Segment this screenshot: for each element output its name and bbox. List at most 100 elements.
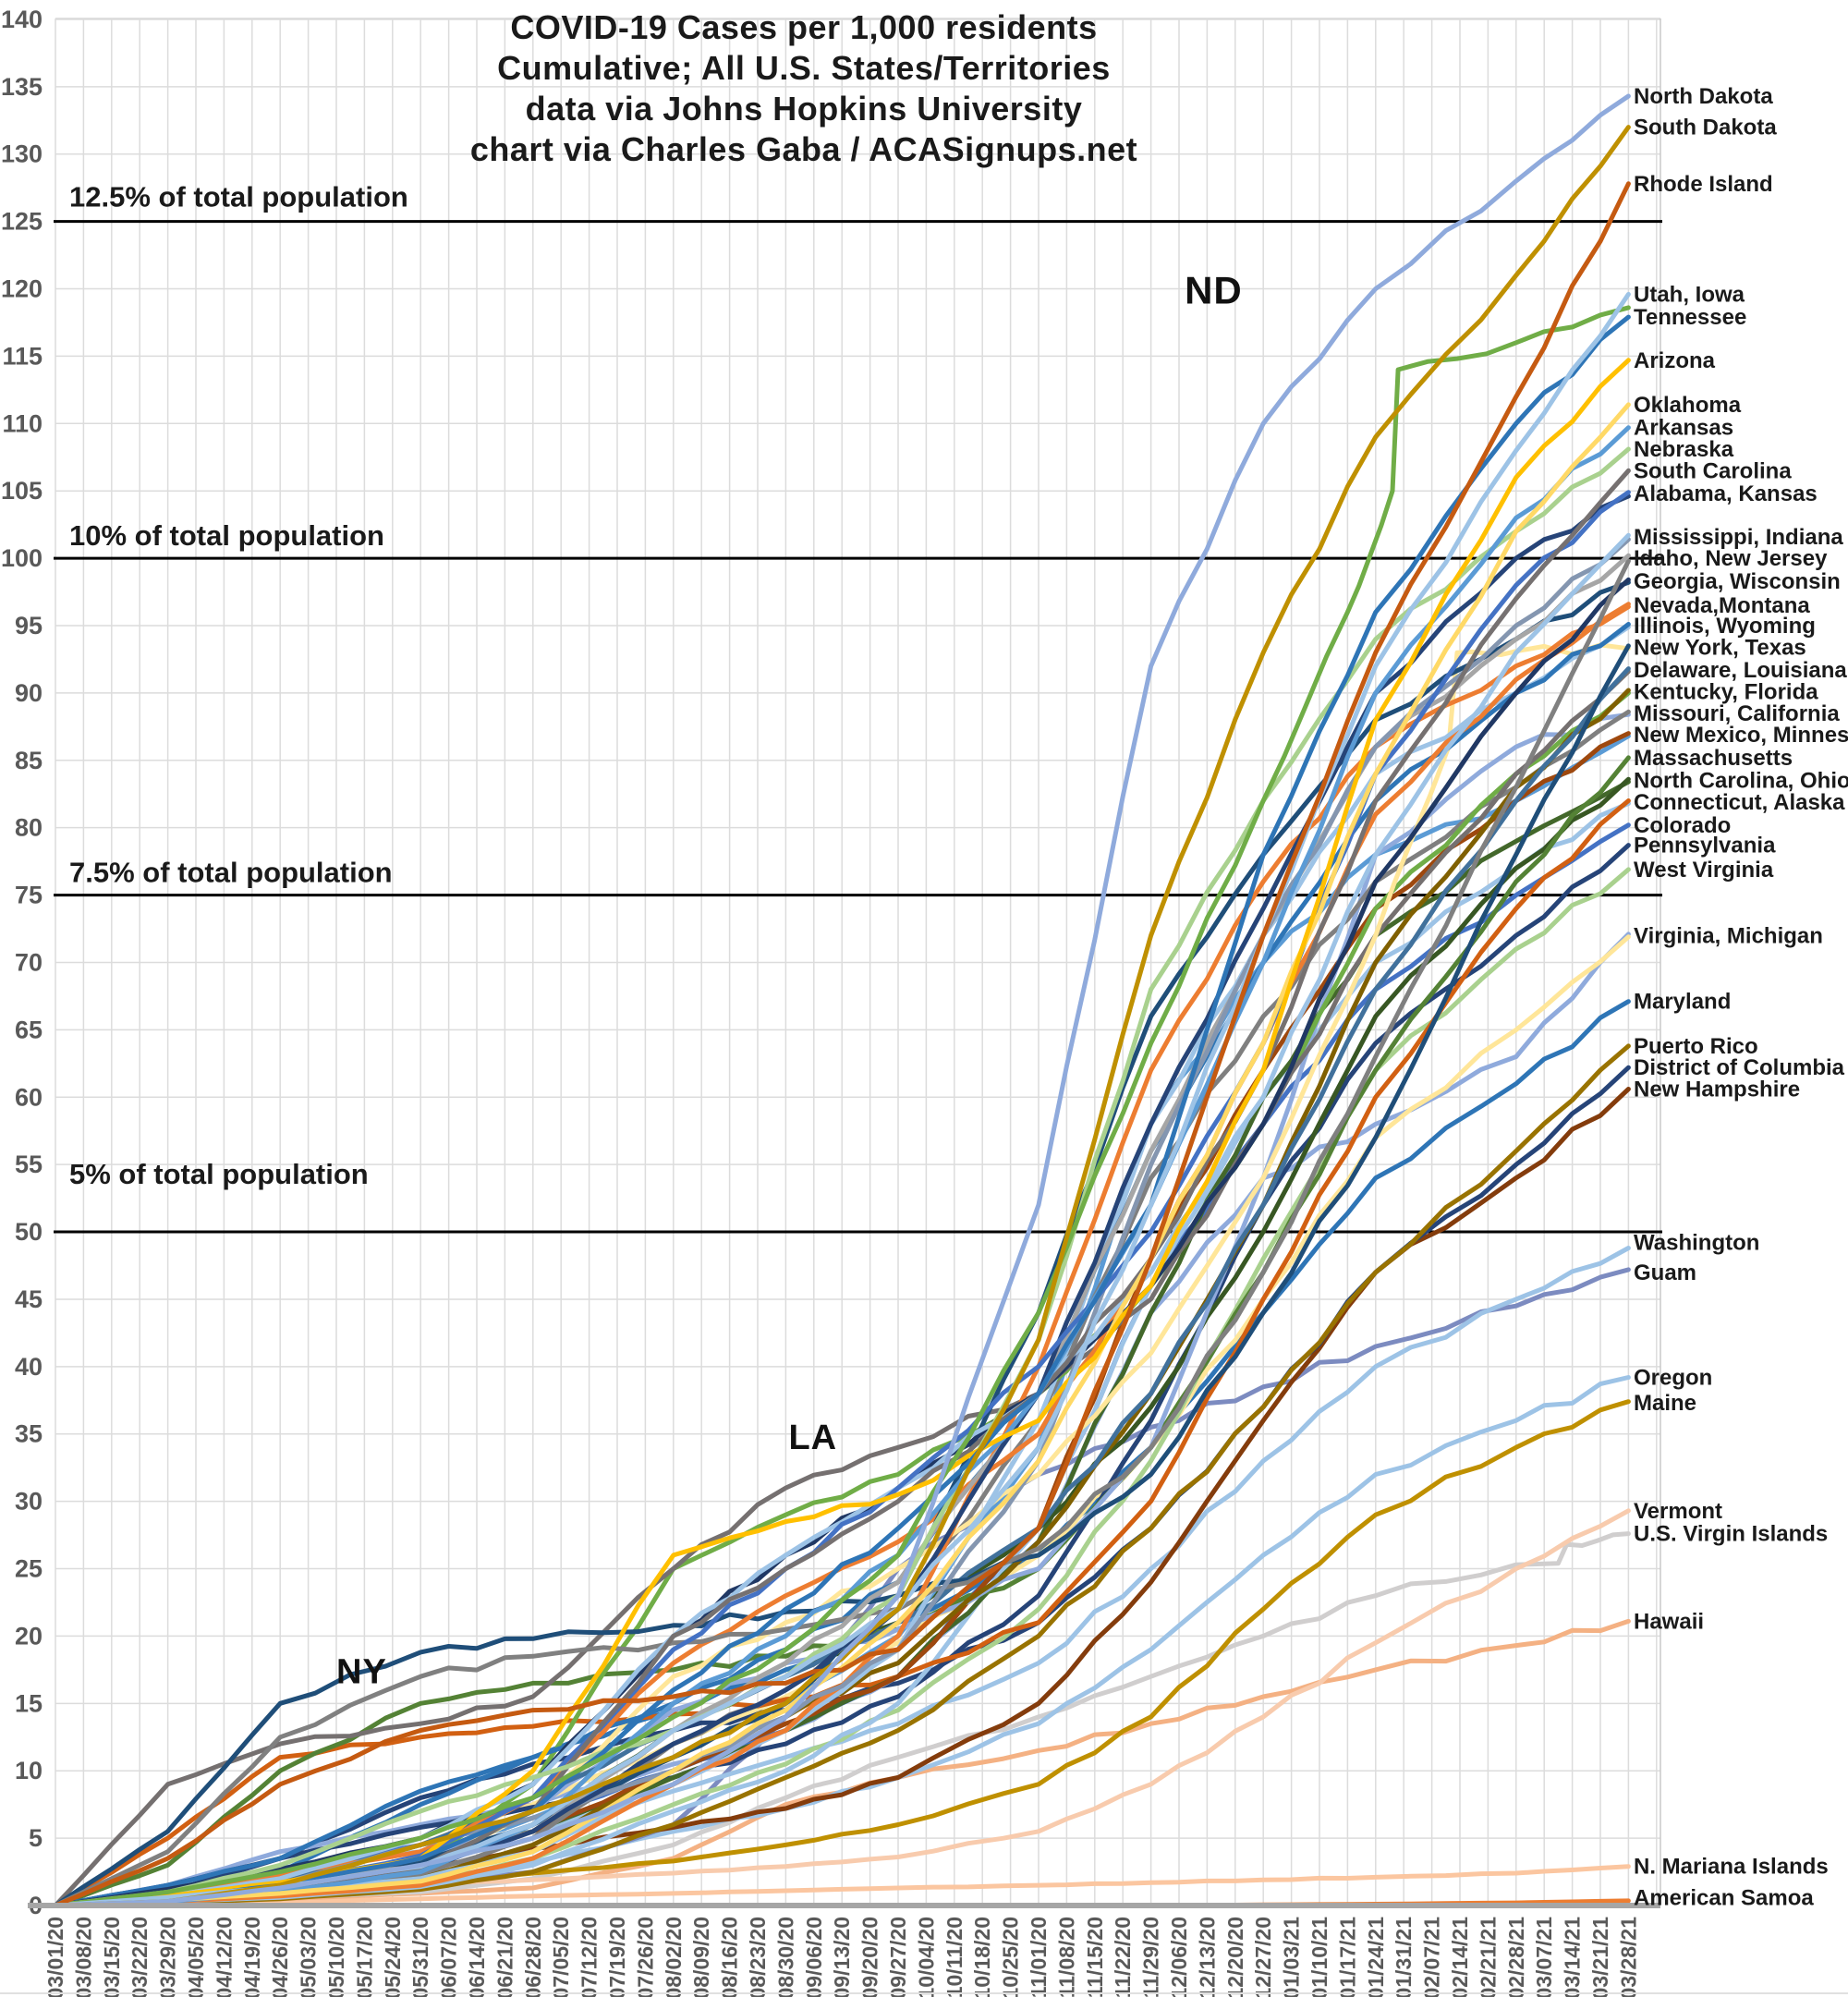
annotation-ny: NY	[336, 1652, 387, 1691]
x-tick-label-09-20-20: 09/20/20	[858, 1917, 882, 1997]
state-label-vermont: Vermont	[1634, 1499, 1722, 1524]
y-tick-label-60: 60	[15, 1083, 43, 1111]
annotation-la: LA	[788, 1419, 837, 1457]
x-tick-label-08-23-20: 08/23/20	[746, 1917, 770, 1997]
state-label-virginia-michigan: Virginia, Michigan	[1634, 923, 1823, 948]
state-label-washington: Washington	[1634, 1231, 1759, 1256]
x-tick-label-01-10-21: 01/10/21	[1307, 1917, 1331, 1997]
x-tick-label-03-21-21: 03/21/21	[1588, 1917, 1612, 1997]
y-tick-label-130: 130	[1, 140, 43, 168]
state-label-new-hampshire: New Hampshire	[1634, 1078, 1800, 1102]
state-label-massachusetts: Massachusetts	[1634, 746, 1793, 771]
series-line-rhode-island	[53, 181, 1631, 1908]
y-tick-label-55: 55	[15, 1151, 43, 1178]
x-tick-label-07-12-20: 07/12/20	[578, 1917, 602, 1997]
state-label-south-dakota: South Dakota	[1634, 116, 1777, 140]
x-tick-label-11-08-20: 11/08/20	[1054, 1917, 1078, 1997]
x-tick-label-11-29-20: 11/29/20	[1139, 1917, 1163, 1997]
state-label-oklahoma: Oklahoma	[1634, 393, 1742, 418]
state-label-hawaii: Hawaii	[1634, 1609, 1704, 1634]
state-label-delaware-louisiana: Delaware, Louisiana	[1634, 658, 1847, 683]
chart-title-line-4: chart via Charles Gaba / ACASignups.net	[469, 130, 1138, 168]
y-tick-label-40: 40	[15, 1353, 43, 1381]
state-label-north-carolina-ohio: North Carolina, Ohio	[1634, 769, 1848, 794]
y-tick-label-100: 100	[1, 544, 43, 572]
y-tick-label-90: 90	[15, 679, 43, 707]
state-label-new-mexico-minnesota: New Mexico, Minnesota	[1634, 723, 1848, 748]
y-tick-label-10: 10	[15, 1757, 43, 1784]
reference-lines: 12.5% of total population 10% of total po…	[54, 181, 1662, 1234]
state-label-connecticut-alaska: Connecticut, Alaska	[1634, 790, 1845, 815]
x-tick-label-03-28-21: 03/28/21	[1616, 1917, 1640, 1997]
state-label-west-virginia: West Virginia	[1634, 858, 1774, 883]
y-tick-label-35: 35	[15, 1420, 43, 1448]
state-label-tennessee: Tennessee	[1634, 305, 1746, 330]
x-tick-label-06-14-20: 06/14/20	[465, 1917, 489, 1997]
x-tick-label-10-18-20: 10/18/20	[970, 1917, 994, 1997]
state-label-idaho-new-jersey: Idaho, New Jersey	[1634, 546, 1828, 571]
x-tick-label-10-25-20: 10/25/20	[999, 1917, 1023, 1997]
y-tick-label-125: 125	[1, 208, 43, 236]
series-lines	[53, 93, 1631, 1908]
y-tick-label-115: 115	[2, 342, 43, 370]
y-tick-label-25: 25	[15, 1555, 43, 1583]
x-tick-label-09-13-20: 09/13/20	[830, 1917, 854, 1997]
y-tick-label-15: 15	[15, 1689, 43, 1717]
y-tick-label-75: 75	[15, 882, 43, 909]
x-tick-label-08-16-20: 08/16/20	[718, 1917, 742, 1997]
x-tick-label-11-15-20: 11/15/20	[1083, 1917, 1107, 1997]
x-tick-label-02-28-21: 02/28/21	[1504, 1917, 1528, 1997]
series-line-nebraska	[53, 446, 1631, 1908]
state-label-mississippi-indiana: Mississippi, Indiana	[1634, 525, 1843, 550]
x-tick-label-03-22-20: 03/22/20	[128, 1917, 152, 1997]
state-label-nevada-montana: Nevada,Montana	[1634, 593, 1810, 618]
x-tick-label-07-19-20: 07/19/20	[605, 1917, 629, 1997]
state-label-arizona: Arizona	[1634, 348, 1716, 373]
y-tick-label-20: 20	[15, 1622, 43, 1650]
x-tick-label-10-04-20: 10/04/20	[914, 1917, 938, 1997]
x-tick-label-10-11-20: 10/11/20	[942, 1917, 967, 1997]
x-tick-label-03-14-21: 03/14/21	[1561, 1917, 1585, 1997]
x-tick-label-12-06-20: 12/06/20	[1167, 1917, 1191, 1997]
series-line-new-jersey	[53, 558, 1631, 1908]
y-tick-label-65: 65	[15, 1016, 43, 1043]
series-line-tennessee	[53, 314, 1631, 1908]
y-tick-label-70: 70	[15, 948, 43, 976]
x-tick-label-06-21-20: 06/21/20	[492, 1917, 517, 1997]
state-label-north-dakota: North Dakota	[1634, 84, 1773, 109]
x-tick-label-04-26-20: 04/26/20	[268, 1917, 292, 1997]
x-tick-label-03-07-21: 03/07/21	[1532, 1917, 1556, 1997]
series-line-pennsylvania	[53, 843, 1631, 1908]
y-tick-label-85: 85	[15, 747, 43, 774]
x-tick-label-01-24-21: 01/24/21	[1364, 1917, 1388, 1997]
annotations: ND LA NY	[336, 269, 1243, 1692]
series-line-louisiana	[53, 669, 1631, 1908]
x-tick-label-05-03-20: 05/03/20	[297, 1917, 321, 1997]
series-line-n-mariana-islands	[53, 1864, 1631, 1908]
state-label-maine: Maine	[1634, 1391, 1696, 1416]
x-tick-label-04-19-20: 04/19/20	[240, 1917, 264, 1997]
annotation-nd: ND	[1185, 269, 1243, 312]
x-tick-label-02-14-21: 02/14/21	[1448, 1917, 1472, 1997]
x-tick-label-02-07-21: 02/07/21	[1420, 1917, 1444, 1997]
x-tick-label-08-09-20: 08/09/20	[689, 1917, 713, 1997]
y-tick-label-45: 45	[15, 1285, 43, 1313]
x-tick-label-12-13-20: 12/13/20	[1195, 1917, 1219, 1997]
x-tick-label-11-22-20: 11/22/20	[1111, 1917, 1135, 1997]
x-tick-label-02-21-21: 02/21/21	[1476, 1917, 1500, 1997]
x-tick-label-07-05-20: 07/05/20	[549, 1917, 573, 1997]
x-tick-label-09-27-20: 09/27/20	[886, 1917, 910, 1997]
state-label-rhode-island: Rhode Island	[1634, 172, 1773, 197]
x-tick-label-05-24-20: 05/24/20	[381, 1917, 405, 1997]
state-label-new-york-texas: New York, Texas	[1634, 635, 1806, 660]
y-tick-label-80: 80	[15, 814, 43, 842]
chart-title-line-1: COVID-19 Cases per 1,000 residents	[510, 8, 1098, 46]
series-line-iowa	[53, 305, 1631, 1908]
x-tick-label-08-30-20: 08/30/20	[773, 1917, 797, 1997]
state-label-puerto-rico: Puerto Rico	[1634, 1034, 1758, 1059]
x-tick-label-04-05-20: 04/05/20	[184, 1917, 208, 1997]
state-label-u-s-virgin-islands: U.S. Virgin Islands	[1634, 1522, 1828, 1547]
state-label-district-of-columbia: District of Columbia	[1634, 1055, 1845, 1080]
